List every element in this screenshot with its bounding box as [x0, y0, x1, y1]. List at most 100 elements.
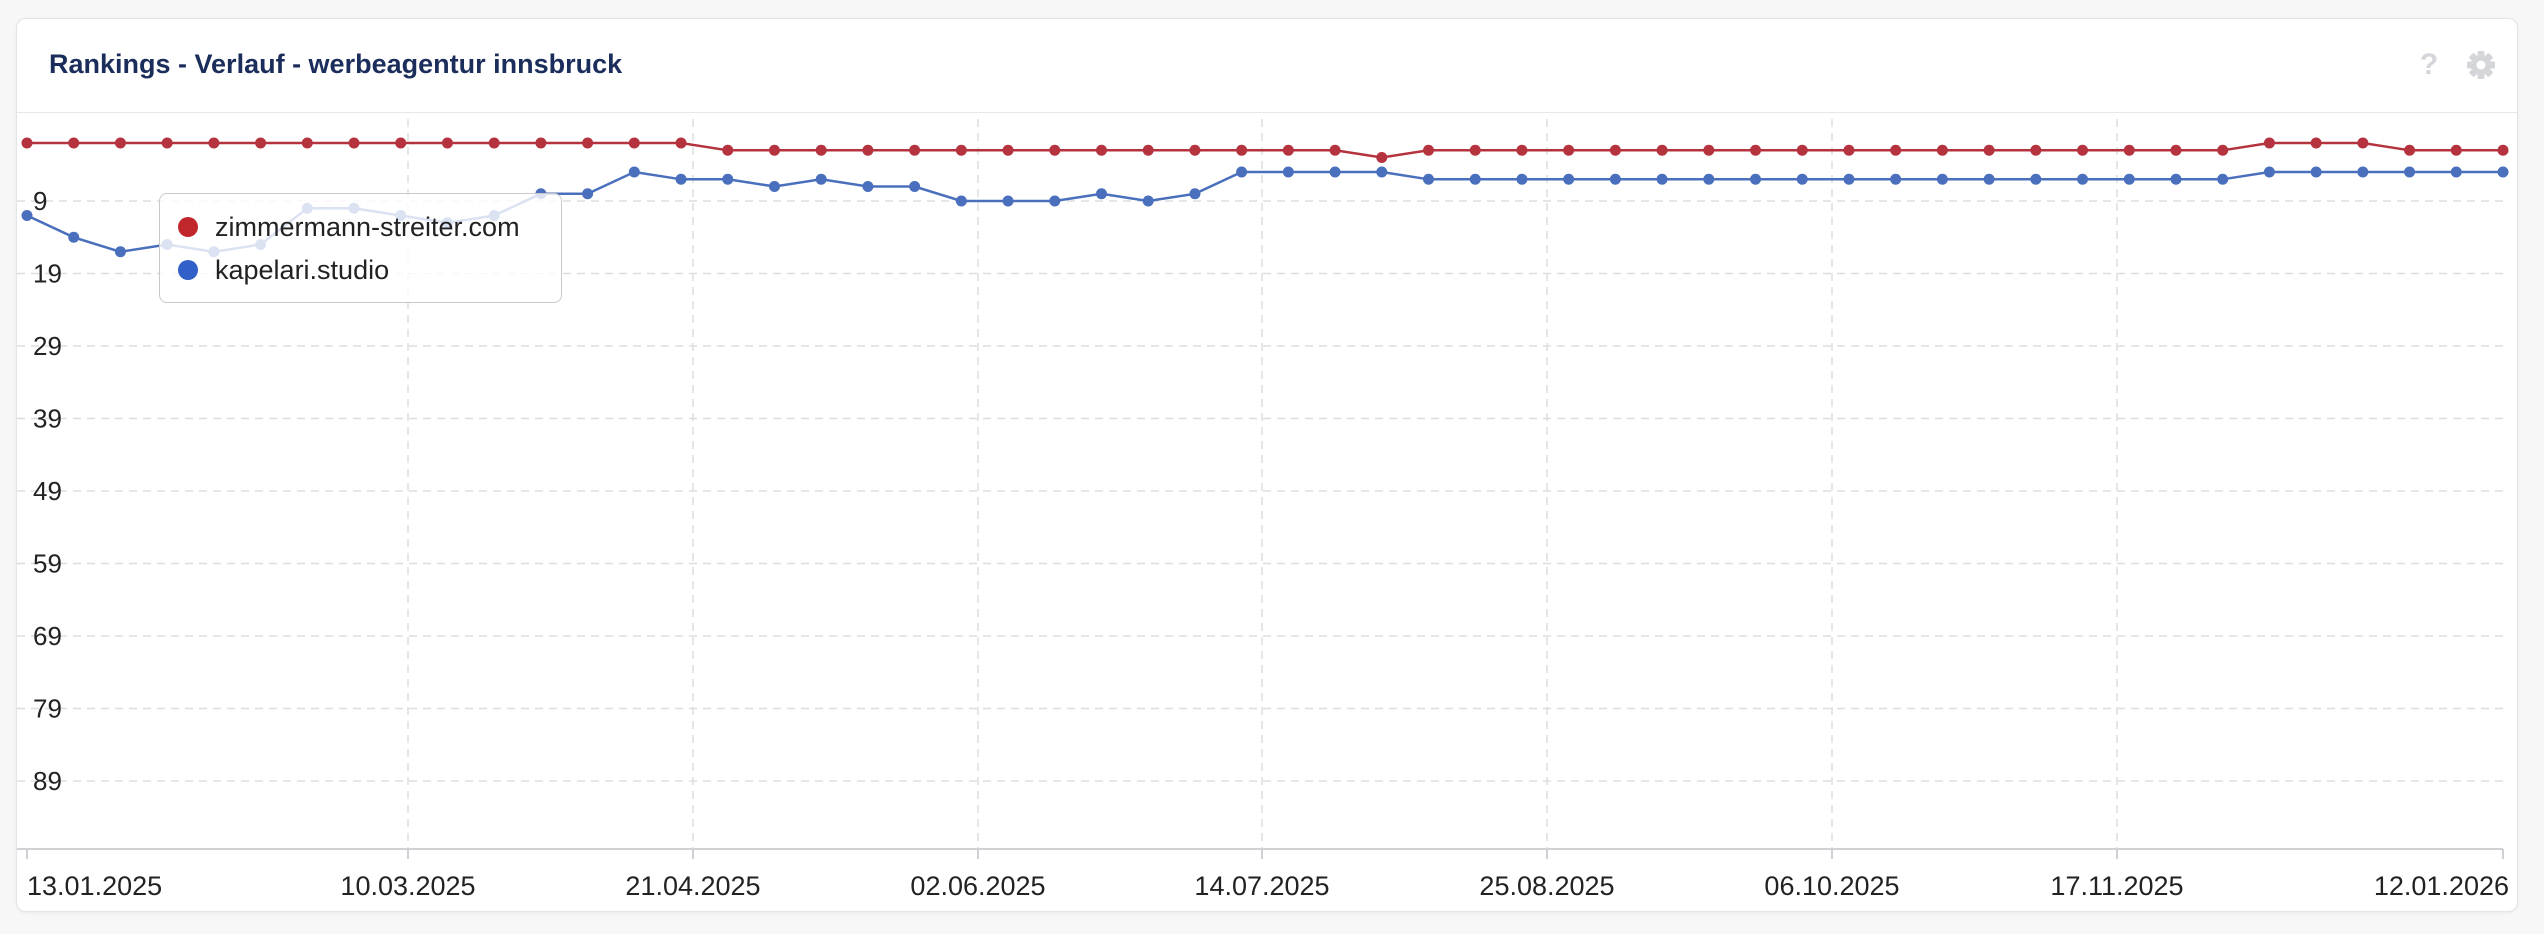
data-point	[441, 137, 453, 149]
data-point	[21, 137, 33, 149]
data-point	[1142, 144, 1154, 156]
data-point	[722, 173, 734, 185]
legend-dot-icon	[178, 260, 198, 280]
data-point	[768, 144, 780, 156]
data-point	[1750, 173, 1762, 185]
data-point	[255, 137, 267, 149]
rankings-line-chart: 9 19 29 39 49 59 69 79 89 13.01.2025 10.03.2025 21.…	[17, 119, 2509, 901]
legend-item-series-2[interactable]: kapelari.studio	[178, 250, 389, 290]
data-point	[1563, 173, 1575, 185]
x-tick-label: 13.01.2025	[27, 871, 162, 901]
data-point	[2450, 166, 2462, 178]
data-point	[1282, 166, 1294, 178]
x-tick-label: 06.10.2025	[1764, 871, 1899, 901]
data-point	[68, 137, 80, 149]
help-icon[interactable]: ?	[2419, 48, 2439, 81]
data-point	[1282, 144, 1294, 156]
data-point	[395, 137, 407, 149]
data-point	[2170, 144, 2182, 156]
data-point	[1703, 144, 1715, 156]
data-point	[1796, 144, 1808, 156]
data-point	[1469, 144, 1481, 156]
data-point	[1376, 166, 1388, 178]
data-point	[2030, 173, 2042, 185]
data-point	[862, 144, 874, 156]
data-point	[488, 137, 500, 149]
y-tick-label: 89	[33, 766, 62, 796]
gear-icon[interactable]	[2465, 49, 2497, 81]
data-point	[114, 246, 126, 258]
data-point	[768, 181, 780, 192]
data-point	[1329, 144, 1341, 156]
data-point	[1890, 173, 1902, 185]
data-point	[21, 210, 33, 221]
x-tick-label: 14.07.2025	[1194, 871, 1329, 901]
x-tick-label: 17.11.2025	[2050, 871, 2183, 901]
data-point	[2170, 173, 2182, 185]
data-point	[1142, 195, 1154, 207]
data-point	[862, 181, 874, 192]
data-point	[2263, 166, 2275, 178]
data-point	[1796, 173, 1808, 185]
data-point	[2123, 173, 2135, 185]
y-tick-label: 69	[33, 621, 62, 651]
y-tick-label: 39	[33, 404, 62, 434]
data-point	[675, 137, 687, 149]
legend-item-series-1[interactable]: zimmermann-streiter.com	[178, 207, 520, 247]
data-point	[208, 137, 220, 149]
card-header: Rankings - Verlauf - werbeagentur innsbr…	[17, 19, 2517, 113]
data-point	[2497, 144, 2509, 156]
data-point	[815, 173, 827, 185]
data-point	[2217, 173, 2229, 185]
data-point	[1423, 144, 1435, 156]
y-tick-label: 29	[33, 331, 62, 361]
data-point	[1516, 144, 1528, 156]
x-tick-label: 10.03.2025	[340, 871, 475, 901]
chart-card: Rankings - Verlauf - werbeagentur innsbr…	[16, 18, 2518, 912]
data-point	[1469, 173, 1481, 185]
data-point	[2450, 144, 2462, 156]
data-point	[955, 195, 967, 207]
data-point	[2077, 144, 2089, 156]
data-point	[2497, 166, 2509, 178]
series-line-1	[27, 141, 2503, 159]
data-point	[535, 137, 547, 149]
y-tick-label: 9	[33, 186, 47, 216]
data-point	[1049, 195, 1061, 207]
data-point	[2357, 166, 2369, 178]
data-point	[628, 137, 640, 149]
card-title: Rankings - Verlauf - werbeagentur innsbr…	[49, 49, 623, 79]
y-tick-label: 19	[33, 259, 62, 289]
x-tick-label: 02.06.2025	[910, 871, 1045, 901]
data-point	[2357, 137, 2369, 149]
data-point	[1236, 144, 1248, 156]
data-point	[628, 166, 640, 178]
legend-dot-icon	[178, 217, 198, 237]
data-point	[2030, 144, 2042, 156]
data-point	[1843, 173, 1855, 185]
y-tick-label: 79	[33, 694, 62, 724]
data-point	[1750, 144, 1762, 156]
data-point	[1983, 173, 1995, 185]
data-point	[1095, 144, 1107, 156]
data-point	[301, 137, 313, 149]
data-point	[161, 137, 173, 149]
x-tick-label: 21.04.2025	[625, 871, 760, 901]
data-point	[1189, 144, 1201, 156]
data-point	[1890, 144, 1902, 156]
data-point	[1936, 173, 1948, 185]
data-point	[1376, 152, 1388, 163]
data-point	[2077, 173, 2089, 185]
data-point	[722, 144, 734, 156]
data-point	[2404, 144, 2416, 156]
data-point	[909, 144, 921, 156]
data-point	[1656, 144, 1668, 156]
data-point	[1609, 144, 1621, 156]
data-point	[1189, 188, 1201, 200]
legend-label: kapelari.studio	[215, 254, 390, 285]
data-point	[955, 144, 967, 156]
y-tick-label: 59	[33, 549, 62, 579]
data-point	[675, 173, 687, 185]
data-point	[1049, 144, 1061, 156]
data-point	[348, 137, 360, 149]
